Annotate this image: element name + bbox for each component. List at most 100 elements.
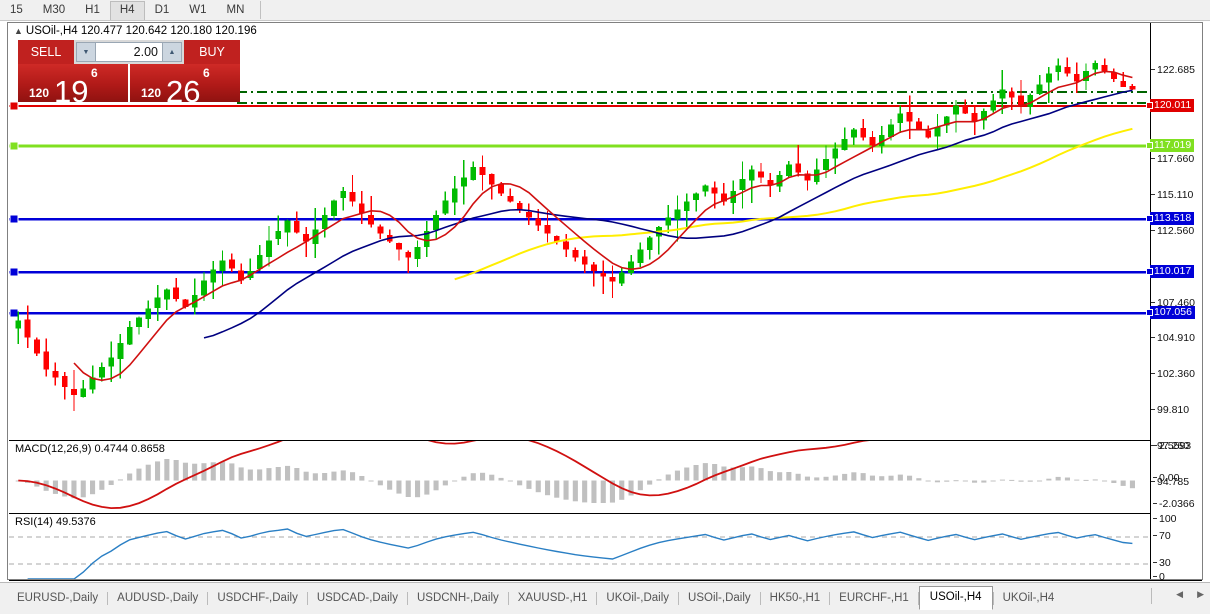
macd-histogram-bar (90, 480, 96, 495)
macd-histogram-bar (415, 480, 421, 498)
macd-histogram-bar (517, 480, 523, 486)
candle-body (544, 225, 551, 234)
macd-histogram-bar (572, 480, 578, 502)
sell-button[interactable]: SELL (18, 40, 74, 64)
candle-body (916, 121, 922, 130)
macd-histogram-bar (359, 476, 365, 481)
price-level-handle[interactable] (1146, 142, 1153, 149)
candle-body (358, 203, 365, 214)
macd-histogram-bar (498, 477, 504, 481)
buy-price-display[interactable]: 120 26 6 (130, 64, 240, 102)
chart-window[interactable]: ▲ USOil-,H4 120.477 120.642 120.180 120.1… (7, 22, 1203, 595)
macd-histogram-bar (795, 473, 801, 481)
sell-price-display[interactable]: 120 19 6 (18, 64, 128, 102)
candle-body (869, 137, 876, 146)
tab-nav-controls[interactable]: ◀ ▶ (1176, 589, 1204, 600)
timeframe-tab-h1[interactable]: H1 (85, 3, 100, 16)
macd-histogram-bar (294, 468, 300, 481)
volume-input[interactable]: 2.00 (96, 42, 162, 62)
macd-histogram-bar (220, 461, 226, 481)
symbol-tab-usoil-h4[interactable]: USOil-,H4 (918, 586, 993, 610)
macd-histogram-bar (647, 480, 653, 485)
macd-histogram-bar (702, 463, 708, 481)
chart-collapse-icon[interactable]: ▲ (14, 26, 23, 36)
price-level-handle[interactable] (1146, 102, 1153, 109)
price-axis[interactable]: 122.685 117.660 115.110 112.560 107.460 104.9… (1146, 23, 1202, 579)
price-tick: 102.360 (1151, 368, 1195, 380)
price-tick: 112.560 (1151, 225, 1194, 237)
symbol-tab-hk50-h1[interactable]: HK50-,H1 (769, 592, 821, 604)
symbol-tab-eurchf-h1[interactable]: EURCHF-,H1 (839, 592, 909, 604)
macd-histogram-bar (925, 480, 931, 482)
symbol-tab-usdcnh-daily[interactable]: USDCNH-,Daily (416, 592, 499, 604)
candle-body (349, 192, 356, 202)
macd-histogram-bar (1102, 480, 1108, 482)
tab-scroll-left-icon[interactable]: ◀ (1176, 589, 1184, 599)
timeframe-tab-w1[interactable]: W1 (189, 3, 207, 16)
buy-button[interactable]: BUY (184, 40, 240, 64)
macd-histogram-bar (842, 473, 848, 481)
price-tick: 99.810 (1151, 404, 1189, 416)
symbol-tab-audusd-daily[interactable]: AUDUSD-,Daily (117, 592, 199, 604)
macd-histogram-bar (674, 470, 680, 481)
one-click-trading-panel[interactable]: SELL ▼ 2.00 ▲ BUY 120 19 6 (18, 40, 240, 102)
macd-histogram-bar (257, 469, 263, 481)
price-tick: 115.110 (1151, 189, 1193, 201)
macd-histogram-bar (953, 480, 959, 482)
timeframe-tab-m30[interactable]: M30 (42, 3, 66, 16)
price-level-label[interactable]: 107.056 (1150, 306, 1195, 319)
price-level-label[interactable]: 117.019 (1150, 139, 1195, 152)
candlestick-series (15, 57, 1136, 412)
symbol-tab-xauusd-h1[interactable]: XAUUSD-,H1 (517, 592, 588, 604)
price-tick: 104.910 (1151, 332, 1195, 344)
macd-histogram (15, 459, 1135, 503)
price-level-handle[interactable] (1146, 268, 1153, 275)
timeframe-tab-h4[interactable]: H4 (109, 0, 145, 20)
volume-increment-button[interactable]: ▲ (162, 42, 182, 62)
macd-histogram-bar (136, 468, 142, 481)
timeframe-tab-mn[interactable]: MN (226, 3, 245, 16)
candle-body (526, 212, 532, 218)
volume-decrement-button[interactable]: ▼ (76, 42, 96, 62)
macd-histogram-bar (117, 479, 123, 481)
indicator-axis-tick: 2.5593 (1153, 440, 1191, 452)
tab-divider (207, 591, 209, 605)
price-level-handle[interactable] (1146, 309, 1153, 316)
symbol-tab-usoil-daily[interactable]: USOil-,Daily (688, 592, 751, 604)
timeframe-tab-d1[interactable]: D1 (154, 3, 170, 16)
moving-average-slow (454, 127, 1133, 281)
symbol-tab-ukoil-daily[interactable]: UKOil-,Daily (606, 592, 670, 604)
price-level-label[interactable]: 110.017 (1150, 265, 1195, 278)
line-handle-blue-2 (9, 267, 19, 277)
symbol-tab-eurusd-daily[interactable]: EURUSD-,Daily (17, 592, 99, 604)
line-handle-blue-3 (9, 308, 19, 318)
price-level-label[interactable]: 120.011 (1150, 99, 1195, 112)
candle-body (878, 135, 885, 146)
macd-indicator-pane[interactable]: MACD(12,26,9) 0.4744 0.8658 (9, 440, 1150, 514)
chart-header: ▲ USOil-,H4 120.477 120.642 120.180 120.1… (14, 25, 257, 39)
tab-divider (306, 591, 308, 605)
symbol-tab-strip[interactable]: EURUSD-,Daily AUDUSD-,Daily USDCHF-,Daily U… (8, 586, 1063, 610)
candle-body (748, 169, 755, 181)
price-level-handle[interactable] (1146, 215, 1153, 222)
macd-histogram-bar (127, 473, 133, 481)
candle-body (238, 270, 244, 281)
rsi-indicator-pane[interactable]: RSI(14) 49.5376 (9, 513, 1150, 580)
toolbar-divider (260, 1, 262, 19)
candle-body (377, 226, 384, 234)
macd-histogram-bar (340, 470, 346, 481)
tab-scroll-right-icon[interactable]: ▶ (1197, 589, 1204, 599)
indicator-axis-tick: 0.00 (1153, 472, 1179, 484)
timeframe-tab-m15[interactable]: 15 (10, 3, 23, 16)
rsi-svg (9, 528, 1150, 580)
symbol-tab-usdchf-daily[interactable]: USDCHF-,Daily (217, 592, 298, 604)
price-plot-area[interactable] (9, 39, 1150, 439)
symbol-tab-usdcad-daily[interactable]: USDCAD-,Daily (316, 592, 398, 604)
chart-header-text: USOil-,H4 120.477 120.642 120.180 120.19… (25, 25, 257, 37)
volume-stepper[interactable]: ▼ 2.00 ▲ (74, 40, 184, 64)
price-level-label[interactable]: 113.518 (1150, 212, 1195, 225)
macd-histogram-bar (972, 480, 978, 483)
tab-divider (992, 591, 994, 605)
macd-histogram-bar (619, 480, 625, 500)
symbol-tab-ukoil-h4[interactable]: UKOil-,H4 (1002, 592, 1055, 604)
